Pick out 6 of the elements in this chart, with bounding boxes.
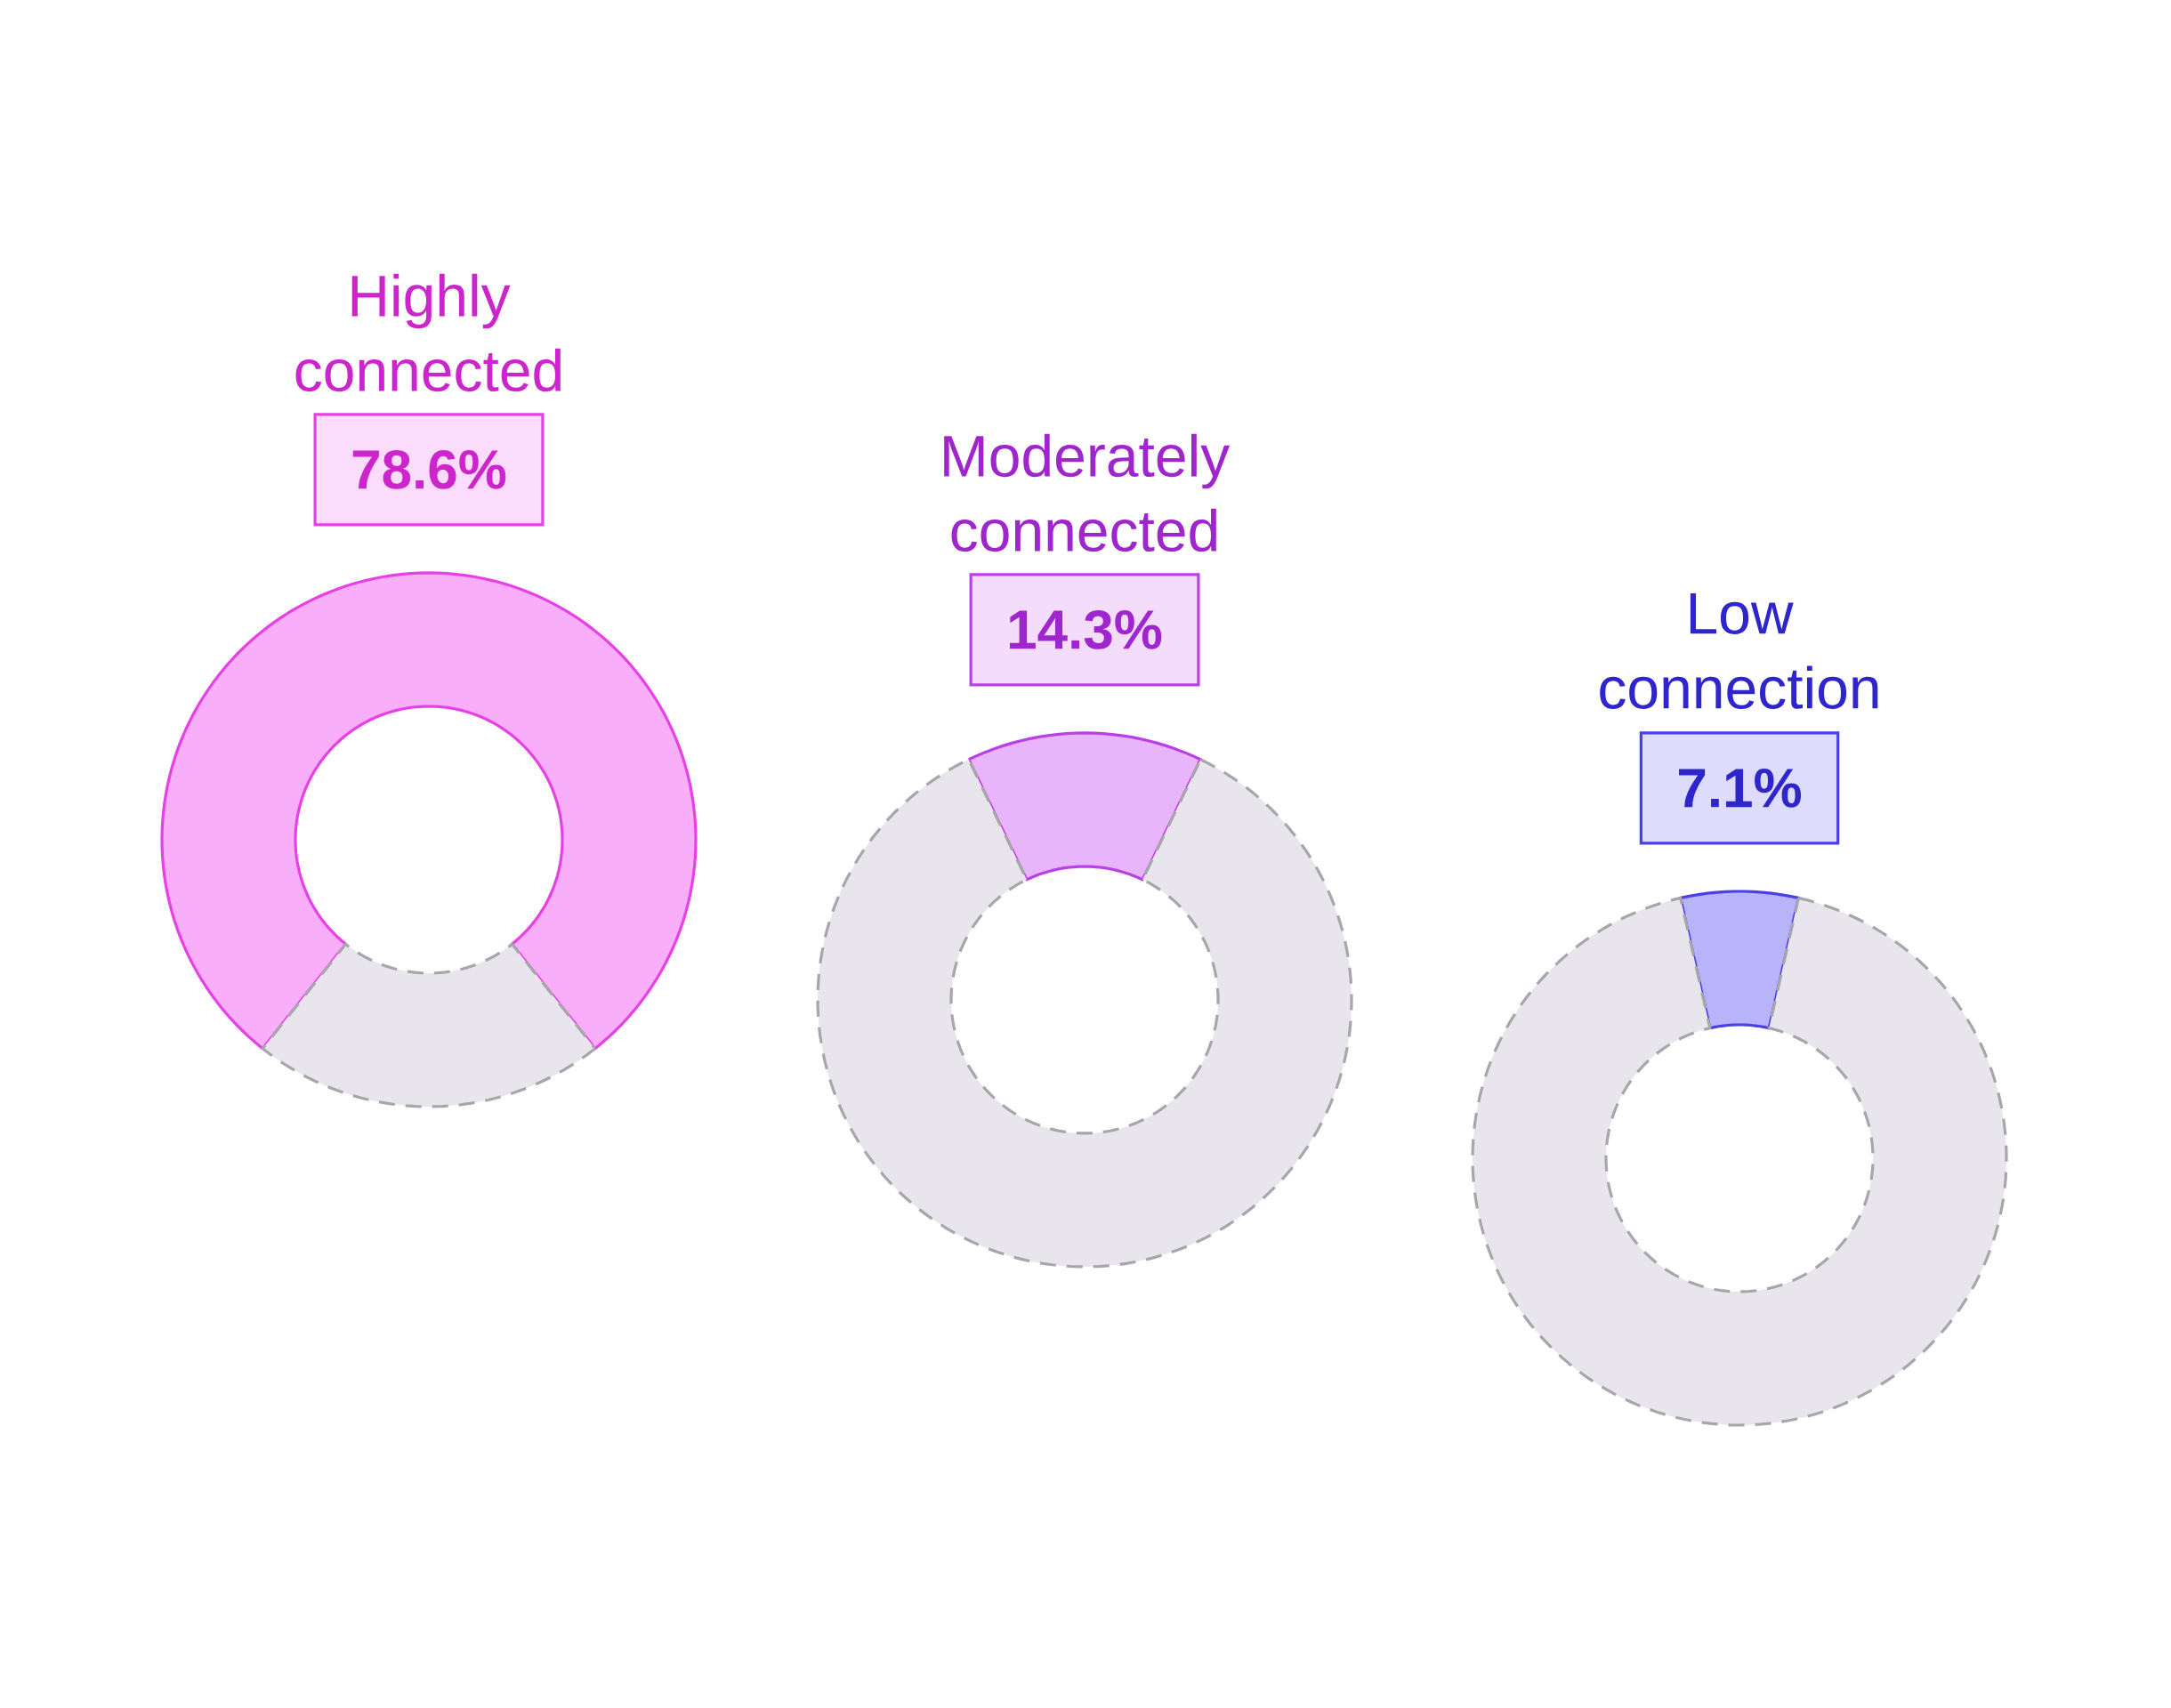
data-label: 78.6% <box>352 449 506 489</box>
slice-label: Low connection <box>1600 592 1878 710</box>
data-label: 14.3% <box>1010 609 1162 649</box>
slice-label: Highly connected <box>295 273 561 392</box>
slice-label: Moderately connected <box>944 433 1231 552</box>
data-label: 7.1% <box>1679 769 1802 808</box>
